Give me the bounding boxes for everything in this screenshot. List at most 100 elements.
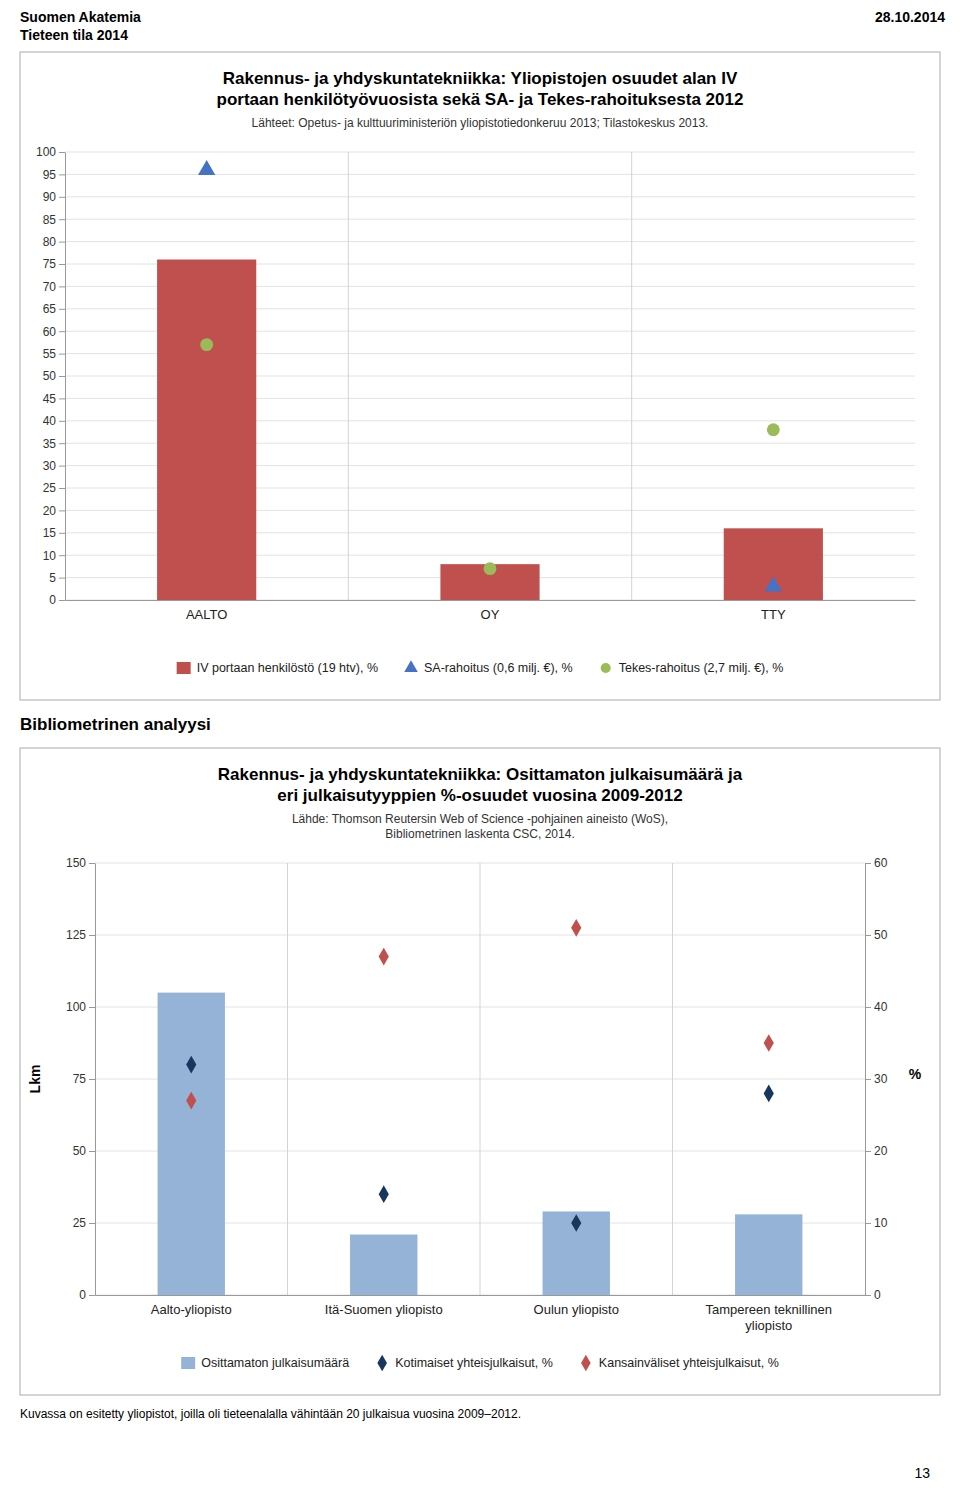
point (484, 562, 497, 575)
category-separator (631, 152, 632, 600)
tick: 40 (865, 1000, 888, 1014)
point (767, 423, 780, 436)
tick-label: 150 (66, 856, 86, 870)
tick-mark (59, 466, 65, 467)
tick-label: 5 (49, 571, 56, 585)
page-header: Suomen Akatemia (20, 9, 141, 25)
tick-mark (89, 935, 95, 936)
chart: Rakennus- ja yhdyskuntatekniikka: Yliopi… (20, 52, 940, 700)
tick-label: TTY (761, 607, 786, 622)
tick-mark (89, 863, 95, 864)
bar (350, 1235, 417, 1295)
tick-label: Itä-Suomen yliopisto (325, 1302, 443, 1317)
tick-label: 85 (43, 213, 57, 227)
tick: 40 (43, 414, 65, 428)
chart-title-line: eri julkaisutyyppien %-osuudet vuosina 2… (277, 786, 682, 805)
tick: Tampereen teknillinenyliopisto (706, 1295, 832, 1333)
category-separator (287, 863, 288, 1295)
tick: 20 (865, 1144, 888, 1158)
legend: Osittamaton julkaisumääräKotimaiset yhte… (181, 1355, 779, 1372)
chart-subtitle-line: Bibliometrinen laskenta CSC, 2014. (385, 827, 574, 841)
tick-label: OY (481, 607, 500, 622)
tick: 15 (43, 526, 65, 540)
legend-label: Kotimaiset yhteisjulkaisut, % (395, 1356, 553, 1370)
bar (158, 993, 225, 1295)
tick: 25 (73, 1216, 95, 1230)
separators (288, 863, 673, 1295)
point (198, 160, 215, 175)
tick-mark (865, 1295, 871, 1296)
series (200, 338, 780, 575)
axis-line (65, 153, 66, 601)
marks (158, 919, 803, 1295)
bar (543, 1211, 610, 1295)
tick-label: 20 (874, 1144, 888, 1158)
tick-label-line: Tampereen teknillinen (706, 1302, 832, 1317)
category-separator (348, 152, 349, 600)
tick-label: 50 (73, 1144, 87, 1158)
category-separator (672, 863, 673, 1295)
tick: 65 (43, 302, 65, 316)
tick-label: 100 (36, 145, 56, 159)
series (157, 260, 823, 600)
tick-mark (59, 510, 65, 511)
tick: 150 (66, 856, 95, 870)
tick-mark (89, 1151, 95, 1152)
tick-mark (59, 376, 65, 377)
tick-mark (59, 488, 65, 489)
grid-line (65, 241, 915, 242)
legend-label: SA-rahoitus (0,6 milj. €), % (424, 661, 573, 675)
tick: 0 (865, 1288, 881, 1302)
grid-line (65, 196, 915, 197)
tick-mark (89, 1295, 95, 1296)
tick-label: 60 (43, 325, 57, 339)
page-number: 13 (914, 1465, 930, 1481)
point (765, 577, 782, 592)
y-axis: 0255075100125150 (66, 856, 96, 1302)
legend-swatch (177, 662, 191, 674)
tick-mark (865, 935, 871, 936)
bar (157, 260, 256, 600)
chart-title: Rakennus- ja yhdyskuntatekniikka: Ositta… (218, 765, 743, 805)
point (186, 1056, 196, 1074)
point (571, 919, 581, 937)
tick-label: 75 (73, 1072, 87, 1086)
tick-label: 95 (43, 168, 57, 182)
legend: IV portaan henkilöstö (19 htv), % SA-raho… (177, 660, 784, 675)
tick-mark (865, 1223, 871, 1224)
separators (348, 152, 631, 600)
tick-mark (59, 555, 65, 556)
tick: 0 (49, 593, 65, 607)
tick: 60 (865, 856, 888, 870)
y2-axis: 0102030405060 (865, 856, 888, 1302)
tick-label: 10 (874, 1216, 888, 1230)
legend-item: IV portaan henkilöstö (19 htv), % (177, 661, 378, 675)
tick: Oulun yliopisto (534, 1295, 619, 1317)
legend-swatch (181, 1357, 195, 1369)
point (379, 948, 389, 966)
page-header: Tieteen tila 2014 (20, 27, 128, 43)
section-header: Bibliometrinen analyysi (20, 715, 211, 734)
tick: 5 (49, 571, 65, 585)
legend-swatch (404, 660, 418, 672)
category-separator (480, 863, 481, 1295)
tick: 30 (865, 1072, 888, 1086)
tick-label: 60 (874, 856, 888, 870)
tick-mark (865, 1151, 871, 1152)
grid-line (65, 152, 915, 153)
tick-label: Aalto-yliopisto (151, 1302, 232, 1317)
chart-frame (20, 748, 940, 1395)
page: Suomen AkatemiaTieteen tila 201428.10.20… (0, 0, 960, 1497)
tick-label: 70 (43, 280, 57, 294)
tick: TTY (761, 600, 786, 622)
chart-title-line: Rakennus- ja yhdyskuntatekniikka: Yliopi… (223, 69, 738, 88)
axis-line (95, 864, 96, 1296)
series (198, 160, 782, 592)
x-axis: Aalto-yliopisto Itä-Suomen yliopisto Oulun… (96, 1295, 866, 1333)
tick-label: 50 (43, 369, 57, 383)
tick: 0 (79, 1288, 95, 1302)
point (379, 1185, 389, 1203)
tick-mark (59, 578, 65, 579)
axis-line (66, 600, 916, 601)
series (186, 919, 774, 1109)
